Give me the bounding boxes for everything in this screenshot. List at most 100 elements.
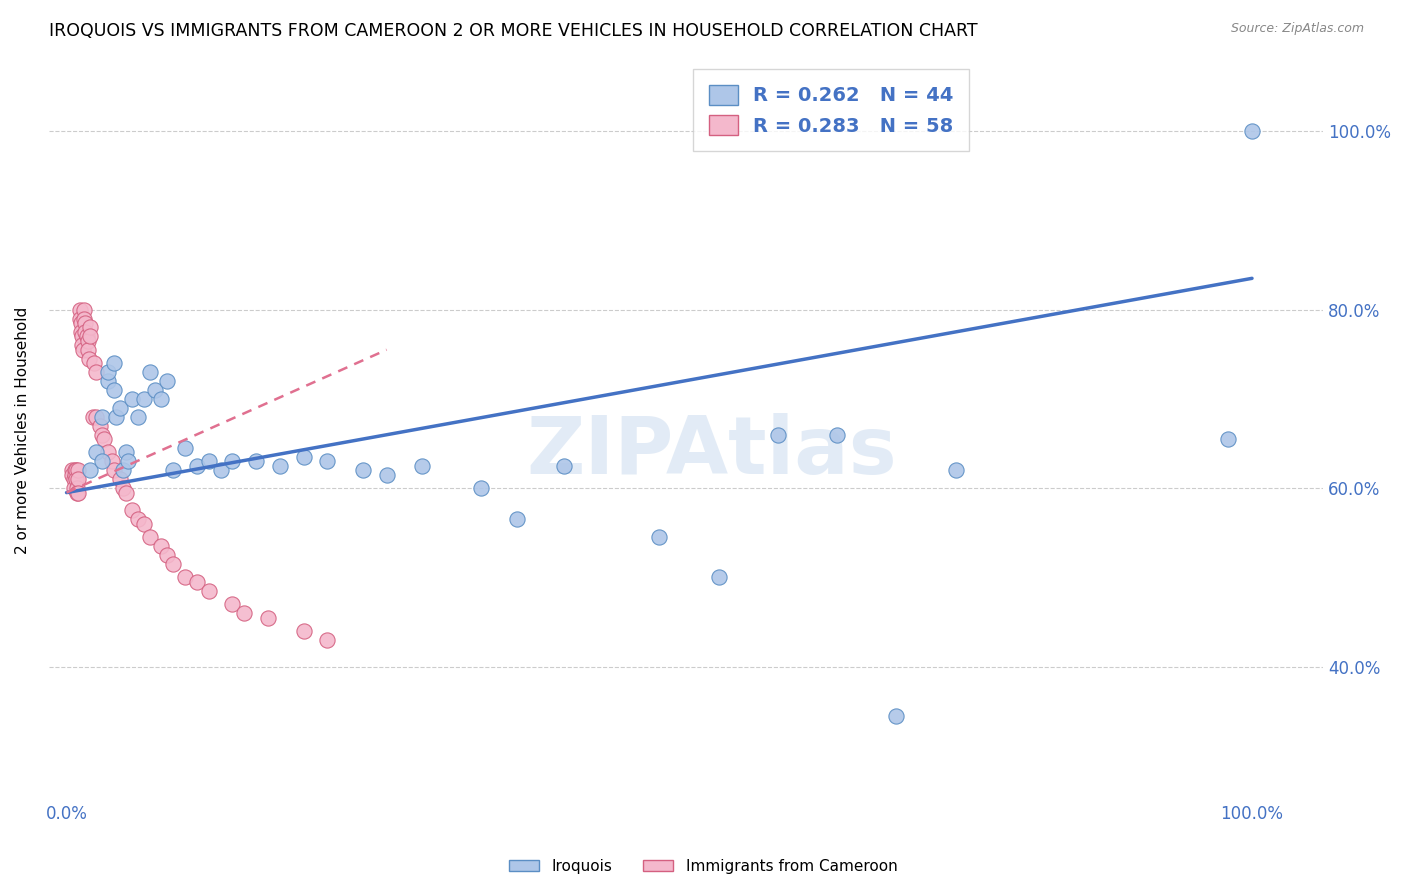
Point: [97, 374, 120, 388]
Point: [70, 329, 93, 343]
Point: [156, 548, 179, 562]
Legend: Iroquois, Immigrants from Cameroon: Iroquois, Immigrants from Cameroon: [502, 853, 904, 880]
Point: [114, 485, 136, 500]
Point: [75, 325, 97, 339]
Point: [67, 485, 90, 500]
Point: [316, 454, 339, 468]
Point: [121, 392, 143, 406]
Point: [91, 454, 114, 468]
Point: [411, 458, 433, 473]
Point: [108, 401, 131, 415]
Point: [150, 392, 173, 406]
Point: [209, 463, 232, 477]
Point: [945, 463, 967, 477]
Point: [162, 557, 184, 571]
Point: [648, 530, 671, 544]
Point: [138, 365, 160, 379]
Point: [707, 570, 730, 584]
Point: [1240, 124, 1263, 138]
Point: [93, 432, 115, 446]
Point: [79, 329, 101, 343]
Point: [145, 383, 167, 397]
Point: [84, 409, 107, 424]
Point: [91, 427, 114, 442]
Point: [221, 454, 243, 468]
Point: [62, 467, 84, 482]
Point: [65, 472, 87, 486]
Point: [197, 583, 219, 598]
Text: Source: ZipAtlas.com: Source: ZipAtlas.com: [1230, 22, 1364, 36]
Point: [69, 316, 91, 330]
Point: [62, 481, 84, 495]
Point: [174, 441, 197, 455]
Point: [65, 463, 87, 477]
Point: [66, 481, 89, 495]
Point: [66, 485, 89, 500]
Point: [73, 311, 96, 326]
Point: [72, 343, 94, 357]
Point: [76, 329, 98, 343]
Point: [221, 597, 243, 611]
Point: [138, 530, 160, 544]
Point: [100, 454, 122, 468]
Point: [257, 610, 280, 624]
Point: [77, 351, 100, 366]
Point: [67, 472, 90, 486]
Point: [352, 463, 374, 477]
Point: [553, 458, 575, 473]
Point: [112, 481, 135, 495]
Point: [69, 302, 91, 317]
Point: [62, 472, 84, 486]
Point: [162, 463, 184, 477]
Point: [105, 409, 128, 424]
Point: [76, 343, 98, 357]
Point: [112, 463, 135, 477]
Point: [103, 356, 125, 370]
Point: [97, 365, 120, 379]
Point: [69, 311, 91, 326]
Point: [156, 374, 179, 388]
Legend: R = 0.262   N = 44, R = 0.283   N = 58: R = 0.262 N = 44, R = 0.283 N = 58: [693, 70, 969, 152]
Point: [91, 409, 114, 424]
Point: [63, 467, 86, 482]
Text: IROQUOIS VS IMMIGRANTS FROM CAMEROON 2 OR MORE VEHICLES IN HOUSEHOLD CORRELATION: IROQUOIS VS IMMIGRANTS FROM CAMEROON 2 O…: [49, 22, 977, 40]
Point: [886, 708, 908, 723]
Point: [79, 320, 101, 334]
Point: [245, 454, 267, 468]
Point: [132, 516, 155, 531]
Point: [89, 418, 111, 433]
Point: [292, 450, 315, 464]
Point: [84, 365, 107, 379]
Point: [174, 570, 197, 584]
Point: [825, 427, 848, 442]
Point: [186, 574, 208, 589]
Text: ZIPAtlas: ZIPAtlas: [526, 413, 897, 491]
Point: [103, 463, 125, 477]
Point: [316, 632, 339, 647]
Point: [82, 409, 104, 424]
Point: [108, 472, 131, 486]
Point: [375, 467, 398, 482]
Point: [79, 463, 101, 477]
Point: [197, 454, 219, 468]
Point: [292, 624, 315, 638]
Point: [269, 458, 291, 473]
Point: [766, 427, 789, 442]
Point: [75, 316, 97, 330]
Y-axis label: 2 or more Vehicles in Household: 2 or more Vehicles in Household: [15, 307, 30, 554]
Point: [63, 463, 86, 477]
Point: [150, 539, 173, 553]
Point: [1218, 432, 1240, 446]
Point: [69, 325, 91, 339]
Point: [470, 481, 492, 495]
Point: [127, 409, 149, 424]
Point: [127, 512, 149, 526]
Point: [67, 463, 90, 477]
Point: [62, 463, 84, 477]
Point: [186, 458, 208, 473]
Point: [83, 356, 105, 370]
Point: [506, 512, 529, 526]
Point: [84, 445, 107, 459]
Point: [132, 392, 155, 406]
Point: [70, 338, 93, 352]
